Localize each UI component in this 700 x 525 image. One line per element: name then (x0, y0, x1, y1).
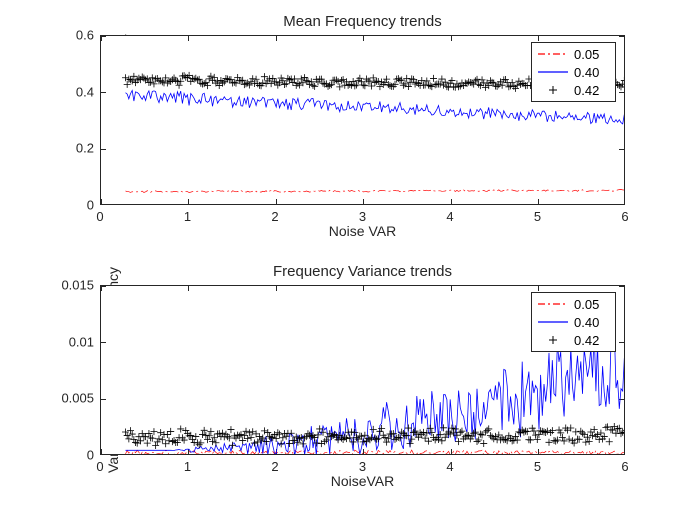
legend-swatch (536, 65, 570, 79)
legend-swatch (536, 297, 570, 311)
legend-label: 0.40 (574, 315, 599, 330)
legend: 0.05 0.40 0.42 (531, 292, 616, 352)
legend-swatch (536, 333, 570, 347)
frequency-variance-panel: Frequency Variance trends Variance of Es… (100, 285, 625, 455)
y-tick-label: 0.2 (48, 141, 100, 156)
legend-swatch (536, 315, 570, 329)
x-tick-label: 1 (184, 209, 191, 224)
legend-item: 0.05 (536, 45, 611, 63)
plot-area: 0.05 0.40 0.42 (100, 35, 625, 205)
series-0.05 (126, 450, 626, 455)
y-tick-label: 0.015 (48, 278, 100, 293)
y-tick-label: 0.4 (48, 84, 100, 99)
legend-item: 0.05 (536, 295, 611, 313)
figure: Mean Frequency trends Mean Estimated Fre… (0, 0, 700, 525)
x-tick-label: 2 (271, 209, 278, 224)
legend-label: 0.42 (574, 333, 599, 348)
y-tick-label: 0.01 (48, 334, 100, 349)
x-tick-label: 3 (359, 209, 366, 224)
x-tick-label: 1 (184, 459, 191, 474)
x-tick-label: 3 (359, 459, 366, 474)
legend-item: 0.42 (536, 81, 611, 99)
legend: 0.05 0.40 0.42 (531, 42, 616, 102)
legend-label: 0.05 (574, 47, 599, 62)
legend-swatch (536, 47, 570, 61)
legend-item: 0.40 (536, 63, 611, 81)
plot-area: 0.05 0.40 0.42 (100, 285, 625, 455)
panel-title: Frequency Variance trends (100, 263, 625, 280)
legend-item: 0.42 (536, 331, 611, 349)
series-0.42 (122, 423, 625, 449)
panel-title: Mean Frequency trends (100, 13, 625, 30)
x-tick-label: 4 (446, 209, 453, 224)
legend-label: 0.05 (574, 297, 599, 312)
legend-swatch (536, 83, 570, 97)
legend-label: 0.42 (574, 83, 599, 98)
x-tick-label: 6 (621, 209, 628, 224)
x-tick-label: 5 (534, 459, 541, 474)
y-tick-label: 0 (48, 448, 100, 463)
legend-label: 0.40 (574, 65, 599, 80)
x-axis-label: NoiseVAR (100, 473, 625, 489)
x-axis-label: Noise VAR (100, 223, 625, 239)
series-0.05 (126, 190, 626, 193)
x-tick-label: 6 (621, 459, 628, 474)
y-tick-label: 0 (48, 198, 100, 213)
y-tick-label: 0.005 (48, 391, 100, 406)
legend-item: 0.40 (536, 313, 611, 331)
x-tick-label: 4 (446, 459, 453, 474)
x-tick-label: 2 (271, 459, 278, 474)
x-tick-label: 5 (534, 209, 541, 224)
y-tick-label: 0.6 (48, 28, 100, 43)
mean-frequency-panel: Mean Frequency trends Mean Estimated Fre… (100, 35, 625, 205)
